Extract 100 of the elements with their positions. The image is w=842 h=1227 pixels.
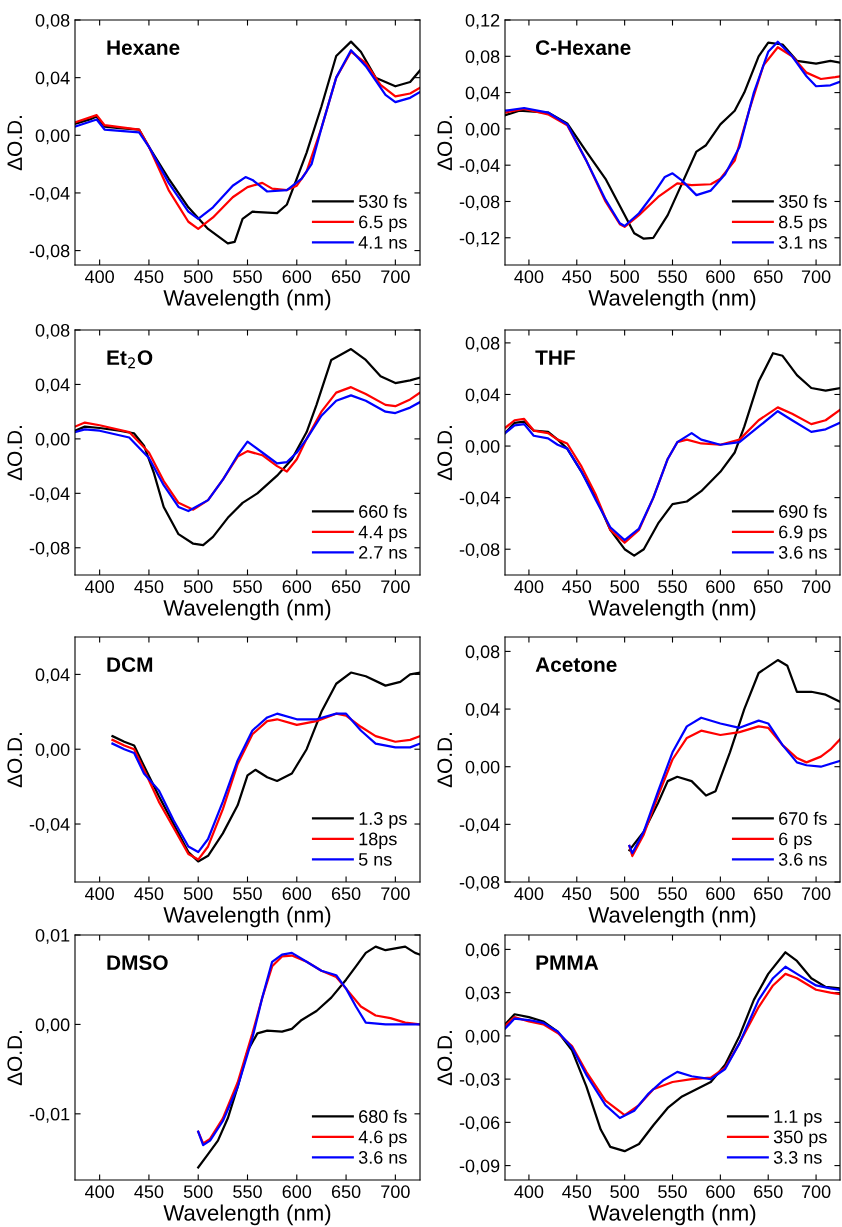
x-axis-title: Wavelength (nm) bbox=[163, 906, 331, 928]
y-axis-title: ΔO.D. bbox=[7, 116, 23, 171]
x-tick-label: 550 bbox=[658, 580, 687, 594]
x-tick-label: 600 bbox=[282, 580, 312, 594]
x-axis-title: Wavelength (nm) bbox=[163, 1204, 331, 1226]
x-tick-label: 500 bbox=[610, 270, 639, 284]
text: PMMA bbox=[536, 955, 599, 970]
x-tick-label: 650 bbox=[331, 1185, 361, 1199]
legend-label: 3.6 ns bbox=[778, 546, 827, 559]
y-tick-label: 0,06 bbox=[465, 943, 500, 959]
y-tick-label: 0,00 bbox=[465, 122, 500, 138]
x-axis-title: Wavelength (nm) bbox=[163, 289, 331, 311]
x-tick-label: 500 bbox=[183, 887, 213, 901]
y-tick-label: -0,08 bbox=[29, 244, 70, 260]
text: C-Hexane bbox=[536, 40, 631, 55]
y-tick-label: -0,04 bbox=[29, 186, 70, 202]
legend-label: 350 ps bbox=[773, 1130, 827, 1147]
x-tick-label: 400 bbox=[514, 1185, 544, 1199]
legend-label: 4.6 ps bbox=[358, 1130, 407, 1147]
x-tick-label: 450 bbox=[134, 1185, 164, 1199]
x-axis-title: Wavelength (nm) bbox=[163, 599, 331, 621]
y-tick-label: 0,04 bbox=[465, 86, 500, 102]
legend-label: 3.1 ns bbox=[778, 236, 827, 249]
x-tick-label: 450 bbox=[562, 887, 592, 901]
x-tick-label: 650 bbox=[754, 887, 783, 901]
x-tick-label: 700 bbox=[381, 580, 410, 594]
x-tick-label: 400 bbox=[85, 1185, 114, 1199]
x-tick-label: 600 bbox=[282, 270, 312, 284]
x-tick-label: 700 bbox=[381, 1185, 410, 1199]
y-tick-label: -0,12 bbox=[459, 231, 500, 247]
x-tick-label: 650 bbox=[331, 580, 361, 594]
legend-label: 5 ns bbox=[358, 853, 392, 866]
x-axis-title: Wavelength (nm) bbox=[588, 289, 756, 311]
legend-label: 18ps bbox=[359, 832, 397, 849]
x-tick-label: 700 bbox=[801, 1185, 831, 1199]
x-tick-label: 650 bbox=[754, 270, 783, 284]
legend-label: 1.3 ps bbox=[359, 812, 407, 829]
y-tick-label: -0,08 bbox=[29, 541, 70, 557]
x-tick-label: 400 bbox=[85, 580, 114, 594]
x-tick-label: 550 bbox=[658, 887, 687, 901]
y-tick-label: 0,04 bbox=[465, 388, 500, 404]
y-tick-label: 0,08 bbox=[35, 13, 70, 29]
x-axis-title: Wavelength (nm) bbox=[588, 1204, 756, 1226]
y-tick-label: 0,00 bbox=[465, 439, 500, 455]
y-tick-label: 0,08 bbox=[465, 645, 500, 661]
x-tick-label: 500 bbox=[610, 1185, 639, 1199]
y-tick-label: 0,04 bbox=[35, 378, 70, 394]
legend-label: 8.5 ps bbox=[778, 215, 827, 232]
y-tick-label: -0,03 bbox=[459, 1073, 500, 1088]
x-tick-label: 450 bbox=[562, 270, 592, 284]
y-tick-label: 0,04 bbox=[465, 702, 500, 718]
x-tick-label: 400 bbox=[514, 887, 544, 901]
x-tick-label: 400 bbox=[514, 580, 544, 594]
y-tick-label: -0,04 bbox=[29, 487, 70, 503]
legend-label: 6.5 ps bbox=[359, 215, 407, 232]
x-tick-label: 700 bbox=[801, 270, 831, 284]
y-tick-label: -0,06 bbox=[459, 1116, 500, 1132]
text: DMSO bbox=[107, 955, 168, 970]
x-axis-title: Wavelength (nm) bbox=[588, 906, 756, 928]
text: Acetone bbox=[535, 657, 617, 672]
x-tick-label: 700 bbox=[381, 270, 410, 284]
y-tick-label: 0,00 bbox=[35, 432, 70, 448]
text: Hexane bbox=[107, 40, 180, 55]
y-tick-label: 0,08 bbox=[35, 323, 70, 339]
y-axis-title: ΔO.D. bbox=[7, 733, 23, 788]
x-tick-label: 500 bbox=[183, 580, 213, 594]
x-tick-label: 600 bbox=[706, 887, 735, 901]
x-tick-label: 450 bbox=[562, 1185, 592, 1199]
y-axis-title: ΔO.D. bbox=[437, 1031, 453, 1086]
x-tick-label: 550 bbox=[233, 270, 262, 284]
y-tick-label: -0,04 bbox=[459, 491, 500, 507]
legend-label: 2.7 ns bbox=[359, 546, 407, 559]
text: DCM bbox=[107, 657, 153, 672]
y-tick-label: -0,04 bbox=[29, 817, 70, 833]
legend-label: 1.1 ps bbox=[774, 1110, 822, 1127]
y-tick-label: 0,04 bbox=[35, 71, 70, 87]
y-tick-label: 0,01 bbox=[35, 928, 70, 944]
x-tick-label: 400 bbox=[85, 270, 114, 284]
x-tick-label: 450 bbox=[562, 580, 592, 594]
x-tick-label: 700 bbox=[801, 580, 831, 594]
x-axis-title: Wavelength (nm) bbox=[588, 599, 756, 621]
text: THF bbox=[535, 350, 575, 365]
legend-label: 3.3 ns bbox=[773, 1151, 822, 1164]
y-axis-title: ΔO.D. bbox=[7, 426, 23, 481]
y-axis-title: ΔO.D. bbox=[437, 733, 453, 788]
y-tick-label: 0,00 bbox=[35, 1018, 70, 1034]
y-tick-label: 0,12 bbox=[465, 13, 500, 29]
legend-label: 680 fs bbox=[359, 1109, 407, 1123]
y-tick-label: 0,00 bbox=[465, 1029, 500, 1045]
x-tick-label: 450 bbox=[134, 887, 164, 901]
legend-label: 4.4 ps bbox=[358, 525, 407, 542]
y-axis-title: ΔO.D. bbox=[7, 1031, 23, 1086]
x-tick-label: 700 bbox=[801, 887, 831, 901]
y-tick-label: 0,00 bbox=[35, 743, 70, 759]
y-tick-label: -0,04 bbox=[459, 159, 500, 175]
x-tick-label: 650 bbox=[331, 887, 361, 901]
x-tick-label: 600 bbox=[706, 1185, 735, 1199]
y-tick-label: 0,08 bbox=[465, 336, 500, 352]
y-tick-label: 0,00 bbox=[465, 760, 500, 776]
legend-label: 6.9 ps bbox=[779, 525, 827, 542]
